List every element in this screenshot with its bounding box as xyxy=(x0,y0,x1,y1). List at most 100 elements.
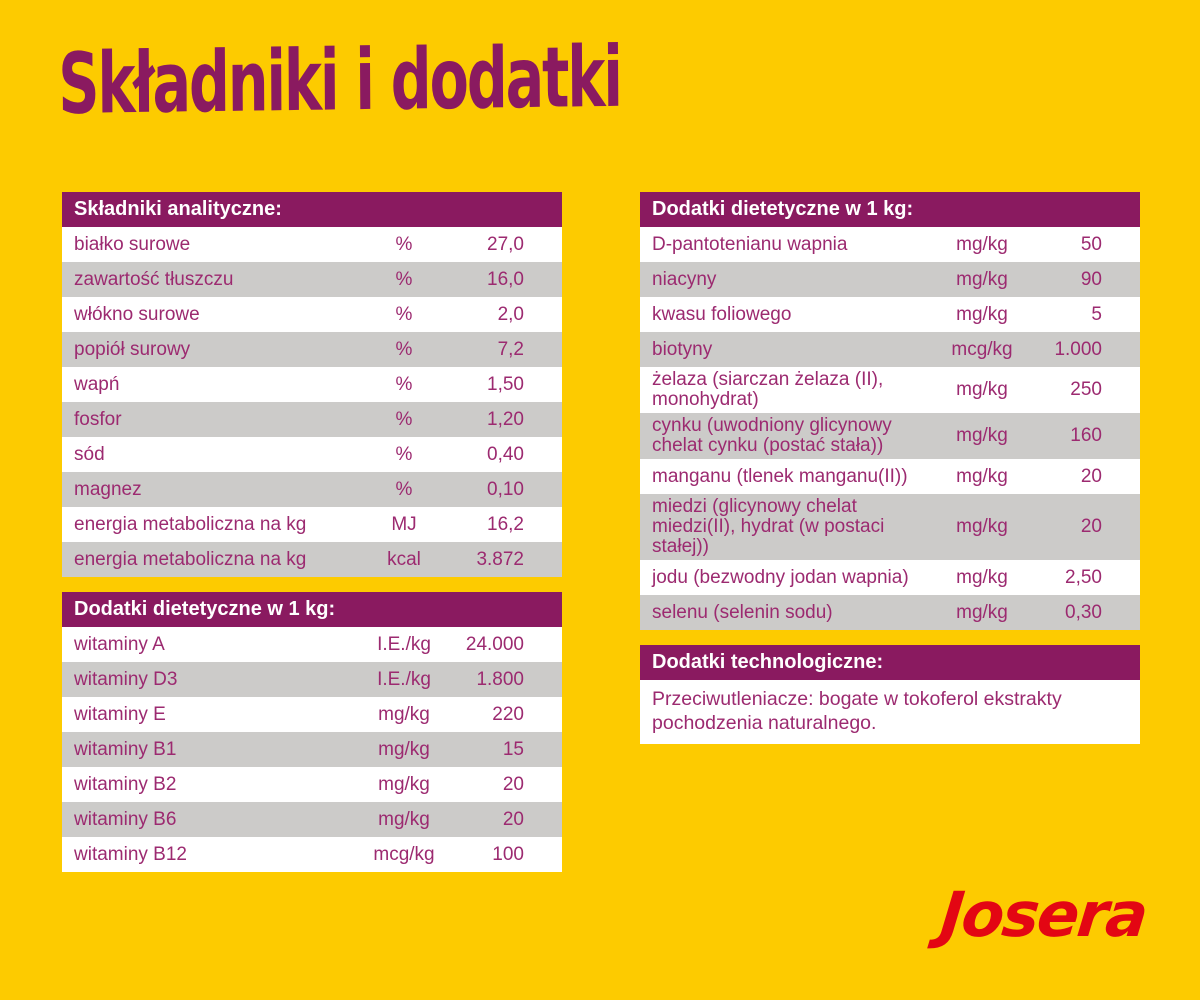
table-row: witaminy B1 mg/kg 15 xyxy=(62,732,562,767)
table-row: miedzi (glicynowy chelat miedzi(II), hyd… xyxy=(640,494,1140,560)
minerals-table-body: D-pantotenianu wapnia mg/kg 50 niacyny m… xyxy=(640,227,1140,630)
row-label: D-pantotenianu wapnia xyxy=(652,233,848,255)
row-value: 1.000 xyxy=(1054,338,1102,360)
table-row: manganu (tlenek manganu(II)) mg/kg 20 xyxy=(640,459,1140,494)
vitamins-table-header: Dodatki dietetyczne w 1 kg: xyxy=(62,592,562,627)
row-unit: kcal xyxy=(387,548,421,570)
row-label: popiół surowy xyxy=(74,338,191,360)
row-label: cynku (uwodniony glicynowy chelat cynku … xyxy=(652,415,892,456)
row-value: 16,0 xyxy=(487,268,524,290)
row-value: 20 xyxy=(1080,516,1102,537)
row-label: włókno surowe xyxy=(74,303,200,325)
row-unit: mg/kg xyxy=(956,268,1008,290)
row-label: witaminy B12 xyxy=(74,843,187,865)
row-unit: mg/kg xyxy=(956,465,1008,487)
table-row: witaminy D3 I.E./kg 1.800 xyxy=(62,662,562,697)
row-value: 1,50 xyxy=(487,373,524,395)
analytical-table-header: Składniki analityczne: xyxy=(62,192,562,227)
row-label: witaminy E xyxy=(74,703,166,725)
row-value: 16,2 xyxy=(487,513,524,535)
row-unit: % xyxy=(395,443,413,465)
vitamins-table-body: witaminy A I.E./kg 24.000 witaminy D3 I.… xyxy=(62,627,562,872)
technological-section-header: Dodatki technologiczne: xyxy=(640,645,1140,680)
row-value: 1.800 xyxy=(476,668,524,690)
row-value: 160 xyxy=(1070,425,1102,446)
row-unit: % xyxy=(395,338,413,360)
table-row: białko surowe % 27,0 xyxy=(62,227,562,262)
row-unit: mg/kg xyxy=(378,773,430,795)
row-value: 27,0 xyxy=(487,233,524,255)
table-row: jodu (bezwodny jodan wapnia) mg/kg 2,50 xyxy=(640,560,1140,595)
table-row: popiół surowy % 7,2 xyxy=(62,332,562,367)
row-label: manganu (tlenek manganu(II)) xyxy=(652,465,908,487)
table-row: magnez % 0,10 xyxy=(62,472,562,507)
table-row: witaminy E mg/kg 220 xyxy=(62,697,562,732)
row-label: biotyny xyxy=(652,338,713,360)
row-unit: % xyxy=(395,373,413,395)
row-label: białko surowe xyxy=(74,233,191,255)
row-label: witaminy B2 xyxy=(74,773,177,795)
right-column: Dodatki dietetyczne w 1 kg: D-pantotenia… xyxy=(640,192,1140,744)
table-row: biotyny mcg/kg 1.000 xyxy=(640,332,1140,367)
row-label: zawartość tłuszczu xyxy=(74,268,234,290)
row-value: 15 xyxy=(502,738,524,760)
row-label: wapń xyxy=(74,373,120,395)
row-unit: mg/kg xyxy=(956,379,1008,400)
row-label: kwasu foliowego xyxy=(652,303,792,325)
josera-logo: Josera xyxy=(937,878,1150,951)
row-value: 20 xyxy=(502,808,524,830)
row-value: 250 xyxy=(1070,379,1102,400)
row-unit: % xyxy=(395,303,413,325)
row-unit: mcg/kg xyxy=(951,338,1013,360)
table-row: witaminy B12 mcg/kg 100 xyxy=(62,837,562,872)
row-unit: mg/kg xyxy=(956,566,1008,588)
table-row: zawartość tłuszczu % 16,0 xyxy=(62,262,562,297)
row-value: 0,10 xyxy=(487,478,524,500)
row-unit: mg/kg xyxy=(378,703,430,725)
minerals-table: Dodatki dietetyczne w 1 kg: D-pantotenia… xyxy=(640,192,1140,630)
row-label: jodu (bezwodny jodan wapnia) xyxy=(652,566,909,588)
row-unit: I.E./kg xyxy=(377,668,431,690)
row-value: 24.000 xyxy=(465,633,524,655)
row-value: 20 xyxy=(502,773,524,795)
row-value: 0,30 xyxy=(1065,601,1102,623)
row-label: magnez xyxy=(74,478,142,500)
left-column: Składniki analityczne: białko surowe % 2… xyxy=(62,192,562,872)
row-value: 2,50 xyxy=(1065,566,1102,588)
table-row: witaminy A I.E./kg 24.000 xyxy=(62,627,562,662)
table-row: witaminy B2 mg/kg 20 xyxy=(62,767,562,802)
row-unit: mg/kg xyxy=(378,808,430,830)
row-value: 3.872 xyxy=(476,548,524,570)
row-unit: % xyxy=(395,233,413,255)
table-row: sód % 0,40 xyxy=(62,437,562,472)
row-value: 100 xyxy=(492,843,524,865)
row-value: 220 xyxy=(492,703,524,725)
table-row: D-pantotenianu wapnia mg/kg 50 xyxy=(640,227,1140,262)
table-row: energia metaboliczna na kg MJ 16,2 xyxy=(62,507,562,542)
table-row: witaminy B6 mg/kg 20 xyxy=(62,802,562,837)
table-row: kwasu foliowego mg/kg 5 xyxy=(640,297,1140,332)
row-value: 20 xyxy=(1080,465,1102,487)
table-row: wapń % 1,50 xyxy=(62,367,562,402)
row-label: energia metaboliczna na kg xyxy=(74,548,307,570)
page-title: Składniki i dodatki xyxy=(58,27,622,133)
row-label: niacyny xyxy=(652,268,717,290)
row-value: 90 xyxy=(1080,268,1102,290)
row-value: 2,0 xyxy=(497,303,524,325)
row-label: witaminy D3 xyxy=(74,668,178,690)
row-unit: % xyxy=(395,478,413,500)
row-unit: % xyxy=(395,408,413,430)
row-unit: mg/kg xyxy=(956,303,1008,325)
row-label: sód xyxy=(74,443,105,465)
row-label: miedzi (glicynowy chelat miedzi(II), hyd… xyxy=(652,496,885,557)
analytical-table: Składniki analityczne: białko surowe % 2… xyxy=(62,192,562,577)
row-value: 1,20 xyxy=(487,408,524,430)
table-row: niacyny mg/kg 90 xyxy=(640,262,1140,297)
row-label: selenu (selenin sodu) xyxy=(652,601,833,623)
row-unit: I.E./kg xyxy=(377,633,431,655)
table-row: fosfor % 1,20 xyxy=(62,402,562,437)
row-unit: mg/kg xyxy=(378,738,430,760)
table-row: włókno surowe % 2,0 xyxy=(62,297,562,332)
analytical-table-body: białko surowe % 27,0 zawartość tłuszczu … xyxy=(62,227,562,577)
